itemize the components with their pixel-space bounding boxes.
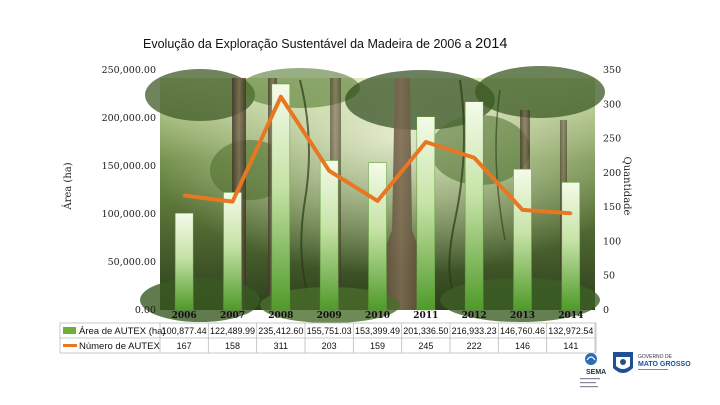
- line-point-2013: [521, 208, 524, 212]
- category-label-2012: 2012: [462, 311, 487, 321]
- table-cell-area-2012: 216,933.23: [452, 326, 497, 336]
- table-cell-area-2010: 153,399.49: [355, 326, 400, 336]
- line-point-2011: [424, 140, 428, 144]
- category-label-2010: 2010: [365, 311, 390, 321]
- table-cell-area-2011: 201,336.50: [403, 326, 448, 336]
- line-series: [182, 94, 573, 216]
- bar-2008: [271, 83, 291, 311]
- chart-title: Evolução da Exploração Sustentável da Ma…: [143, 36, 507, 52]
- y-axis-right: 350 300 250 200 150 100 50 0: [603, 65, 621, 316]
- legend-swatch-bar: [63, 327, 76, 334]
- table-cell-area-2006: 100,877.44: [162, 326, 207, 336]
- line-point-2008: [279, 95, 283, 99]
- governo-logo: GOVERNO DE MATO GROSSO: [613, 352, 691, 373]
- chart-title-main: Evolução da Exploração Sustentável da Ma…: [143, 37, 475, 51]
- bar-series: [174, 83, 581, 311]
- y-axis-label-left: Área (ha): [62, 162, 74, 210]
- category-label-2008: 2008: [268, 311, 293, 321]
- y-tick-right-5: 100: [603, 236, 621, 247]
- chart-title-year: 2014: [475, 36, 507, 52]
- table-cell-count-2011: 245: [418, 341, 433, 351]
- sema-logo: SEMA: [580, 353, 606, 388]
- governo-line2: MATO GROSSO: [638, 361, 691, 368]
- sema-logo-text: SEMA: [586, 369, 606, 376]
- y-tick-right-3: 200: [603, 168, 621, 179]
- y-tick-left-1: 200,000.00: [102, 113, 156, 124]
- y-tick-left-4: 50,000.00: [108, 257, 156, 268]
- bar-2012: [464, 101, 484, 311]
- y-tick-right-6: 50: [603, 271, 615, 282]
- table-cell-area-2007: 122,489.99: [210, 326, 255, 336]
- table-cell-area-2008: 235,412.60: [258, 326, 303, 336]
- line-point-2006: [182, 193, 186, 197]
- governo-line1: GOVERNO DE: [638, 354, 673, 360]
- category-label-2007: 2007: [220, 311, 245, 321]
- bar-2007: [223, 192, 242, 311]
- line-point-2014: [569, 211, 573, 215]
- y-tick-left-2: 150,000.00: [102, 161, 156, 172]
- line-point-2012: [472, 156, 476, 160]
- line-point-2009: [327, 169, 331, 173]
- bar-2006: [174, 212, 194, 311]
- y-axis-left: 250,000.00 200,000.00 150,000.00 100,000.00…: [102, 65, 156, 316]
- y-axis-label-right: Quantidade: [621, 157, 632, 216]
- category-labels: 2006 2007 2008 2009 2010 2011 2012 2013 2014: [172, 311, 584, 321]
- table-cell-count-2010: 159: [370, 341, 385, 351]
- table-cell-count-2007: 158: [225, 341, 240, 351]
- data-table: Área de AUTEX (ha) Número de AUTEX 100,8…: [59, 322, 597, 354]
- legend-label-bar: Área de AUTEX (ha): [79, 326, 166, 337]
- bar-2011: [416, 116, 436, 311]
- category-label-2013: 2013: [510, 311, 535, 321]
- y-tick-right-2: 250: [603, 134, 621, 145]
- legend-label-line: Número de AUTEX: [79, 341, 160, 352]
- y-tick-left-5: 0.00: [135, 305, 156, 316]
- y-tick-right-4: 150: [603, 202, 621, 213]
- category-label-2014: 2014: [558, 311, 583, 321]
- bar-2014: [561, 182, 581, 311]
- y-tick-right-7: 0: [603, 305, 609, 316]
- y-tick-left-3: 100,000.00: [102, 209, 156, 220]
- line-point-2007: [231, 200, 234, 204]
- bar-2009: [319, 160, 339, 311]
- category-label-2006: 2006: [172, 311, 197, 321]
- table-cell-count-2009: 203: [322, 341, 337, 351]
- category-label-2011: 2011: [413, 311, 438, 321]
- y-tick-right-0: 350: [603, 65, 621, 76]
- table-cell-count-2006: 167: [177, 341, 192, 351]
- table-cell-area-2014: 132,972.54: [548, 326, 593, 336]
- bar-2010: [368, 162, 387, 311]
- category-label-2009: 2009: [317, 311, 342, 321]
- table-cell-count-2014: 141: [563, 341, 578, 351]
- table-cell-area-2013: 146,760.46: [500, 326, 545, 336]
- y-tick-right-1: 300: [603, 99, 621, 110]
- bar-2013: [513, 168, 532, 311]
- sema-logo-icon: [585, 353, 597, 365]
- y-tick-left-0: 250,000.00: [102, 65, 156, 76]
- table-cell-count-2013: 146: [515, 341, 530, 351]
- table-cell-count-2008: 311: [274, 341, 288, 351]
- table-cell-area-2009: 155,751.03: [307, 326, 352, 336]
- table-cell-count-2012: 222: [467, 341, 482, 351]
- line-point-2010: [376, 199, 379, 203]
